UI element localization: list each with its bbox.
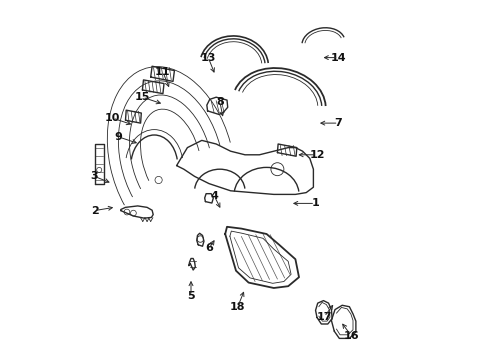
Text: 10: 10 bbox=[105, 113, 120, 123]
Text: 14: 14 bbox=[331, 53, 346, 63]
Text: 16: 16 bbox=[343, 330, 359, 341]
Text: 15: 15 bbox=[135, 92, 150, 102]
Text: 2: 2 bbox=[91, 206, 98, 216]
Text: 11: 11 bbox=[155, 67, 171, 77]
Text: 1: 1 bbox=[311, 198, 319, 208]
Text: 12: 12 bbox=[309, 150, 325, 160]
Text: 17: 17 bbox=[317, 312, 332, 322]
Text: 6: 6 bbox=[205, 243, 213, 253]
Text: 9: 9 bbox=[114, 132, 122, 142]
Text: 7: 7 bbox=[335, 118, 343, 128]
Text: 13: 13 bbox=[200, 53, 216, 63]
Text: 8: 8 bbox=[216, 96, 223, 107]
Text: 5: 5 bbox=[187, 291, 195, 301]
Text: 4: 4 bbox=[211, 191, 219, 201]
Text: 3: 3 bbox=[91, 171, 98, 181]
Text: 18: 18 bbox=[230, 302, 245, 312]
